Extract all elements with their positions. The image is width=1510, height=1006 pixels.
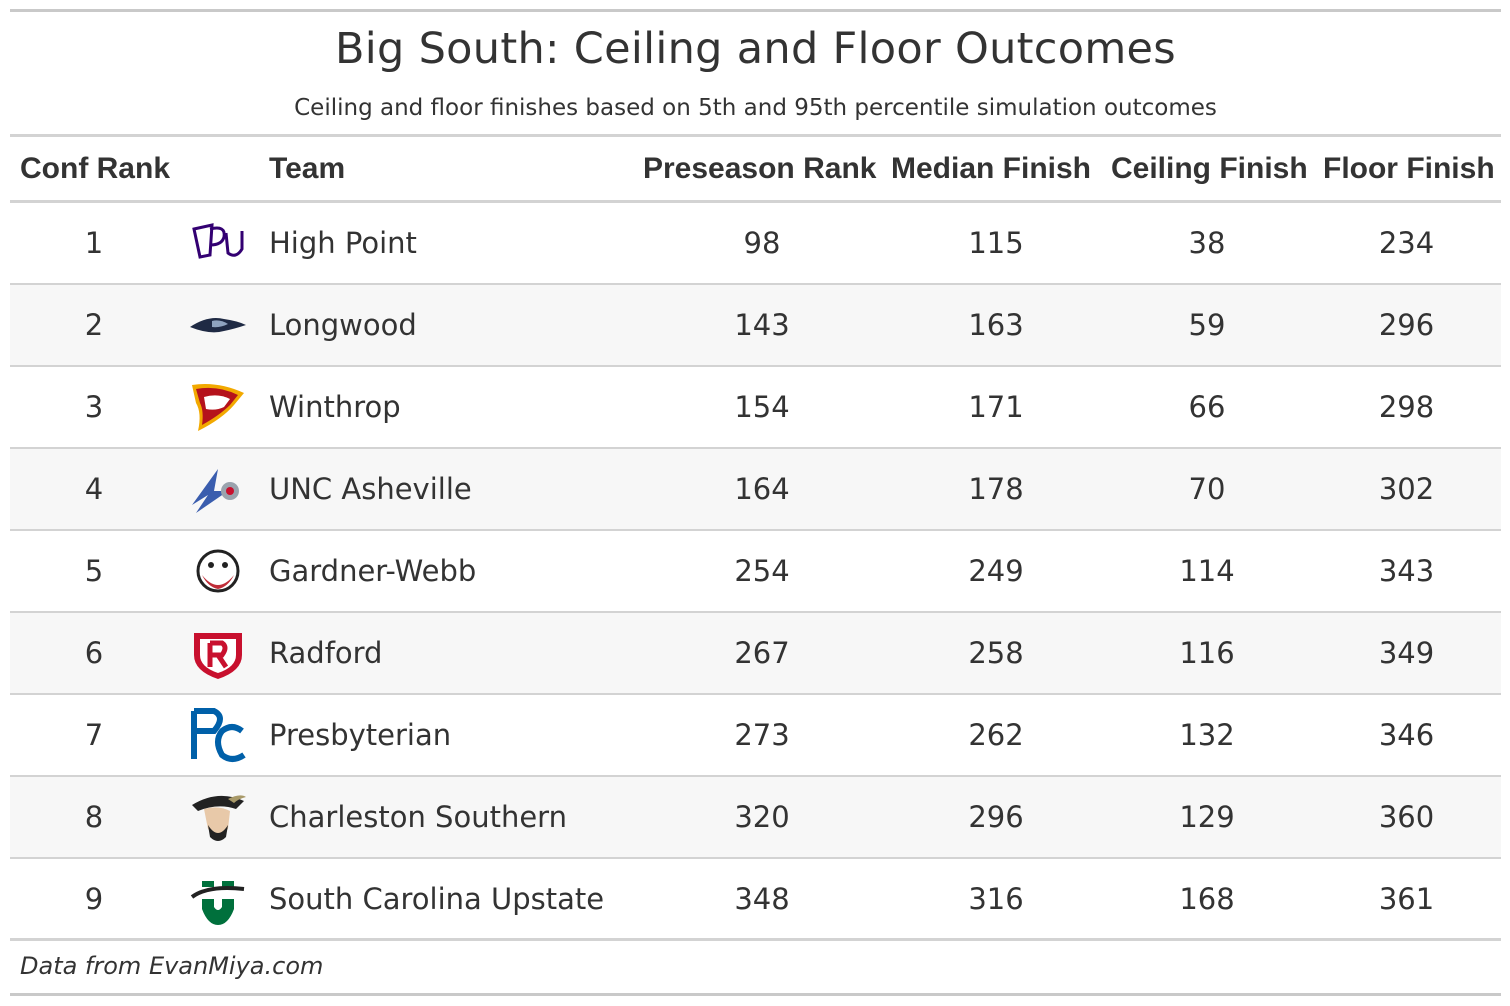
median-finish-cell: 316 — [968, 882, 1024, 916]
chart-subtitle: Ceiling and floor finishes based on 5th … — [294, 95, 1217, 121]
presbyterian-logo-icon — [191, 708, 246, 762]
table-row: 3 154 171 66 298 Winthrop — [10, 367, 1501, 449]
preseason-rank-cell: 320 — [734, 800, 790, 834]
conf-rank-cell: 1 — [84, 226, 104, 260]
table-row: 9 348 316 168 361 South Carolina Upstate — [10, 859, 1501, 941]
preseason-rank-cell: 348 — [734, 882, 790, 916]
table-row: 6 267 258 116 349 Radford — [10, 613, 1501, 695]
team-name-cell: Gardner-Webb — [269, 554, 477, 588]
header-team: Team — [269, 152, 346, 185]
floor-finish-cell: 296 — [1378, 308, 1435, 342]
conf-rank-cell: 3 — [84, 390, 104, 424]
header-ceiling-finish: Ceiling Finish — [1111, 152, 1308, 185]
ceiling-finish-cell: 38 — [1188, 226, 1226, 260]
preseason-rank-cell: 154 — [734, 390, 790, 424]
ceiling-finish-cell: 70 — [1188, 472, 1226, 506]
conf-rank-cell: 2 — [84, 308, 104, 342]
ceiling-finish-cell: 59 — [1188, 308, 1226, 342]
header-conf-rank: Conf Rank — [20, 152, 170, 185]
winthrop-logo-icon — [192, 384, 244, 431]
bottom-rule — [10, 993, 1501, 996]
median-finish-cell: 171 — [968, 390, 1024, 424]
ceiling-finish-cell: 132 — [1179, 718, 1235, 752]
table-row: 8 320 296 129 360 Charleston Southern — [10, 777, 1501, 859]
conf-rank-cell: 6 — [84, 636, 104, 670]
floor-finish-cell: 234 — [1378, 226, 1435, 260]
floor-finish-cell: 298 — [1378, 390, 1435, 424]
median-finish-cell: 115 — [968, 226, 1024, 260]
floor-finish-cell: 349 — [1378, 636, 1435, 670]
table-row: 1 98 115 38 234 High Point — [10, 203, 1501, 285]
preseason-rank-cell: 98 — [743, 226, 781, 260]
conf-rank-cell: 7 — [84, 718, 104, 752]
median-finish-cell: 249 — [968, 554, 1024, 588]
median-finish-cell: 296 — [968, 800, 1024, 834]
table-row: 5 254 249 114 343 Gardner-Webb — [10, 531, 1501, 613]
preseason-rank-cell: 273 — [734, 718, 790, 752]
gardner-webb-logo-icon — [196, 549, 240, 593]
team-name-cell: Longwood — [269, 308, 417, 342]
charleston-southern-logo-icon — [192, 795, 246, 841]
floor-finish-cell: 360 — [1378, 800, 1435, 834]
longwood-logo-icon — [190, 318, 246, 333]
median-finish-cell: 258 — [968, 636, 1024, 670]
conf-rank-cell: 8 — [84, 800, 104, 834]
ceiling-finish-cell: 129 — [1179, 800, 1235, 834]
chart-table: Big South: Ceiling and Floor Outcomes Ce… — [10, 0, 1501, 1006]
header-preseason-rank: Preseason Rank — [643, 152, 877, 185]
team-name-cell: Presbyterian — [269, 718, 452, 752]
header-floor-finish: Floor Finish — [1323, 152, 1495, 185]
team-name-cell: Charleston Southern — [269, 800, 567, 834]
conf-rank-cell: 4 — [84, 472, 104, 506]
chart-title: Big South: Ceiling and Floor Outcomes — [334, 24, 1177, 74]
radford-logo-icon — [194, 633, 242, 679]
table-row: 4 164 178 70 302 UNC Asheville — [10, 449, 1501, 531]
median-finish-cell: 262 — [968, 718, 1024, 752]
header-bottom-rule — [10, 200, 1501, 203]
team-name-cell: Winthrop — [269, 390, 401, 424]
header-top-rule — [10, 134, 1501, 137]
team-name-cell: UNC Asheville — [269, 472, 472, 506]
ceiling-finish-cell: 116 — [1179, 636, 1235, 670]
unc-asheville-logo-icon — [192, 469, 239, 513]
sc-upstate-logo-icon — [190, 881, 246, 925]
ceiling-finish-cell: 66 — [1188, 390, 1226, 424]
floor-finish-cell: 302 — [1378, 472, 1435, 506]
preseason-rank-cell: 254 — [734, 554, 790, 588]
floor-finish-cell: 361 — [1378, 882, 1435, 916]
team-name-cell: South Carolina Upstate — [269, 882, 605, 916]
ceiling-finish-cell: 168 — [1179, 882, 1235, 916]
table-row: 2 143 163 59 296 Longwood — [10, 285, 1501, 367]
table-row: 7 273 262 132 346 Presbyterian — [10, 695, 1501, 777]
high-point-logo-icon — [192, 223, 244, 259]
median-finish-cell: 163 — [968, 308, 1024, 342]
header-median-finish: Median Finish — [891, 152, 1092, 185]
floor-finish-cell: 346 — [1378, 718, 1435, 752]
team-name-cell: High Point — [269, 226, 417, 260]
top-rule — [10, 9, 1501, 12]
footer-rule — [10, 938, 1501, 941]
preseason-rank-cell: 267 — [734, 636, 790, 670]
source-note: Data from EvanMiya.com — [20, 952, 324, 980]
table-header: Conf Rank Team Preseason Rank Median Fin… — [10, 137, 1501, 200]
ceiling-finish-cell: 114 — [1179, 554, 1235, 588]
floor-finish-cell: 343 — [1378, 554, 1435, 588]
conf-rank-cell: 5 — [84, 554, 104, 588]
preseason-rank-cell: 164 — [734, 472, 790, 506]
preseason-rank-cell: 143 — [734, 308, 790, 342]
median-finish-cell: 178 — [968, 472, 1024, 506]
team-name-cell: Radford — [269, 636, 383, 670]
conf-rank-cell: 9 — [84, 882, 104, 916]
